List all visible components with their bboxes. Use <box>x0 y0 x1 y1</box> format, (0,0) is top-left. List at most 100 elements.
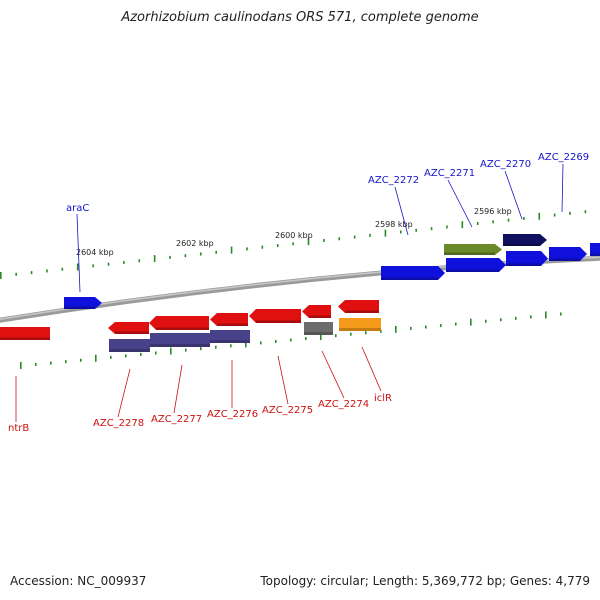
lower-scale-tick <box>80 358 82 362</box>
reverse-gene-label: AZC_2278 <box>93 418 144 429</box>
reverse-gene-arrow-shade <box>115 331 149 334</box>
lower-scale-tick <box>125 354 127 358</box>
lower-scale-tick <box>305 337 307 341</box>
scale-label: 2598 kbp <box>375 220 413 229</box>
reverse-feature-shade <box>304 332 333 335</box>
lower-scale-tick <box>365 331 367 335</box>
lower-scale-tick <box>320 333 322 341</box>
upper-scale-tick <box>523 216 525 220</box>
upper-scale-tick <box>123 260 125 264</box>
upper-scale-tick <box>276 244 279 248</box>
lower-scale-tick <box>485 319 487 323</box>
lower-scale-tick <box>185 348 187 352</box>
upper-scale-tick <box>61 267 64 271</box>
reverse-gene-arrow-shade <box>156 327 209 330</box>
lower-scale-tick <box>110 355 112 359</box>
upper-scale-tick <box>476 222 479 226</box>
lower-scale-tick <box>500 318 502 322</box>
reverse-gene-leader-line <box>321 350 345 399</box>
lower-scale-tick <box>455 322 457 326</box>
lower-scale-tick <box>35 363 37 367</box>
reverse-feature-shade <box>210 340 250 343</box>
forward-gene-arrow-shade <box>590 253 600 256</box>
lower-scale-tick <box>515 316 517 320</box>
upper-scale-tick <box>323 238 325 242</box>
reverse-feature-bar <box>150 333 210 347</box>
forward-gene-leader-line <box>561 163 564 213</box>
upper-scale-tick <box>184 254 187 258</box>
reverse-feature-shade <box>109 349 150 352</box>
upper-scale-tick <box>538 212 541 220</box>
reverse-feature-bar <box>210 330 250 343</box>
lower-scale-tick <box>140 352 142 356</box>
lower-scale-tick <box>350 332 352 336</box>
lower-scale-tick <box>95 354 97 362</box>
forward-gene-arrow-shade <box>64 306 95 309</box>
upper-scale-tick <box>369 233 371 237</box>
genome-title: Azorhizobium caulinodans ORS 571, comple… <box>121 10 479 25</box>
lower-scale-tick <box>425 325 427 329</box>
forward-gene-arrow-shade <box>381 277 438 280</box>
upper-scale-tick <box>0 272 2 279</box>
lower-scale-tick <box>50 361 52 365</box>
lower-scale-tick <box>470 318 472 326</box>
reverse-gene-leader-line <box>277 355 289 405</box>
reverse-gene-label: ntrB <box>8 423 29 434</box>
lower-scale-tick <box>200 347 202 351</box>
upper-scale-tick <box>30 271 33 275</box>
lower-scale-tick <box>335 334 337 338</box>
forward-gene-leader-line <box>447 179 473 228</box>
forward-gene-leader-line <box>76 213 81 293</box>
upper-scale-tick <box>46 269 48 273</box>
forward-gene-label: araC <box>66 203 89 214</box>
upper-scale-tick <box>307 238 310 246</box>
reverse-gene-label: iclR <box>374 393 392 404</box>
upper-scale-tick <box>553 213 556 217</box>
reverse-gene-arrow <box>108 322 149 334</box>
reverse-gene-arrow <box>210 313 248 326</box>
reverse-gene-arrow-shade <box>256 320 301 323</box>
upper-scale-tick <box>92 264 94 268</box>
reverse-gene-arrow <box>338 300 379 313</box>
upper-scale-tick <box>292 242 294 246</box>
forward-gene-arrow-shade <box>506 263 541 266</box>
scale-label: 2596 kbp <box>474 207 512 216</box>
upper-scale-tick <box>261 245 264 249</box>
forward-gene-arrow <box>549 247 587 261</box>
upper-scale-tick <box>76 263 79 271</box>
upper-scale-tick <box>430 227 433 231</box>
reverse-gene-arrow <box>0 327 50 340</box>
lower-scale-tick <box>410 326 412 330</box>
upper-scale-tick <box>246 247 248 251</box>
upper-scale-tick <box>169 255 171 259</box>
upper-scale-tick <box>215 250 217 254</box>
upper-scale-tick <box>200 252 202 256</box>
forward-gene-arrow <box>444 244 502 255</box>
upper-scale-tick <box>230 246 233 254</box>
reverse-gene-label: AZC_2276 <box>207 409 258 420</box>
upper-scale-tick <box>138 259 141 263</box>
accession-text: Accession: NC_009937 <box>10 574 147 588</box>
forward-gene-arrow <box>590 243 600 256</box>
lower-scale-tick <box>395 325 397 333</box>
lower-scale-tick <box>65 360 67 364</box>
genome-summary-text: Topology: circular; Length: 5,369,772 bp… <box>260 574 590 588</box>
forward-gene-arrow <box>506 251 548 266</box>
reverse-feature-shade <box>339 328 381 331</box>
forward-gene-label: AZC_2272 <box>368 175 419 186</box>
upper-scale-tick <box>507 218 510 222</box>
upper-scale-tick <box>153 255 156 263</box>
reverse-feature-bar <box>109 339 150 352</box>
lower-scale-tick <box>215 345 217 349</box>
forward-gene-arrow <box>64 297 102 309</box>
reverse-gene-arrow <box>302 305 331 318</box>
lower-scale-tick <box>245 340 247 348</box>
forward-gene-label: AZC_2270 <box>480 159 531 170</box>
reverse-gene-label: AZC_2275 <box>262 405 313 416</box>
forward-gene-leader-line <box>504 170 523 220</box>
upper-scale-tick <box>15 272 17 276</box>
forward-gene-arrow-shade <box>446 269 499 272</box>
forward-gene-leader-line <box>394 186 409 236</box>
